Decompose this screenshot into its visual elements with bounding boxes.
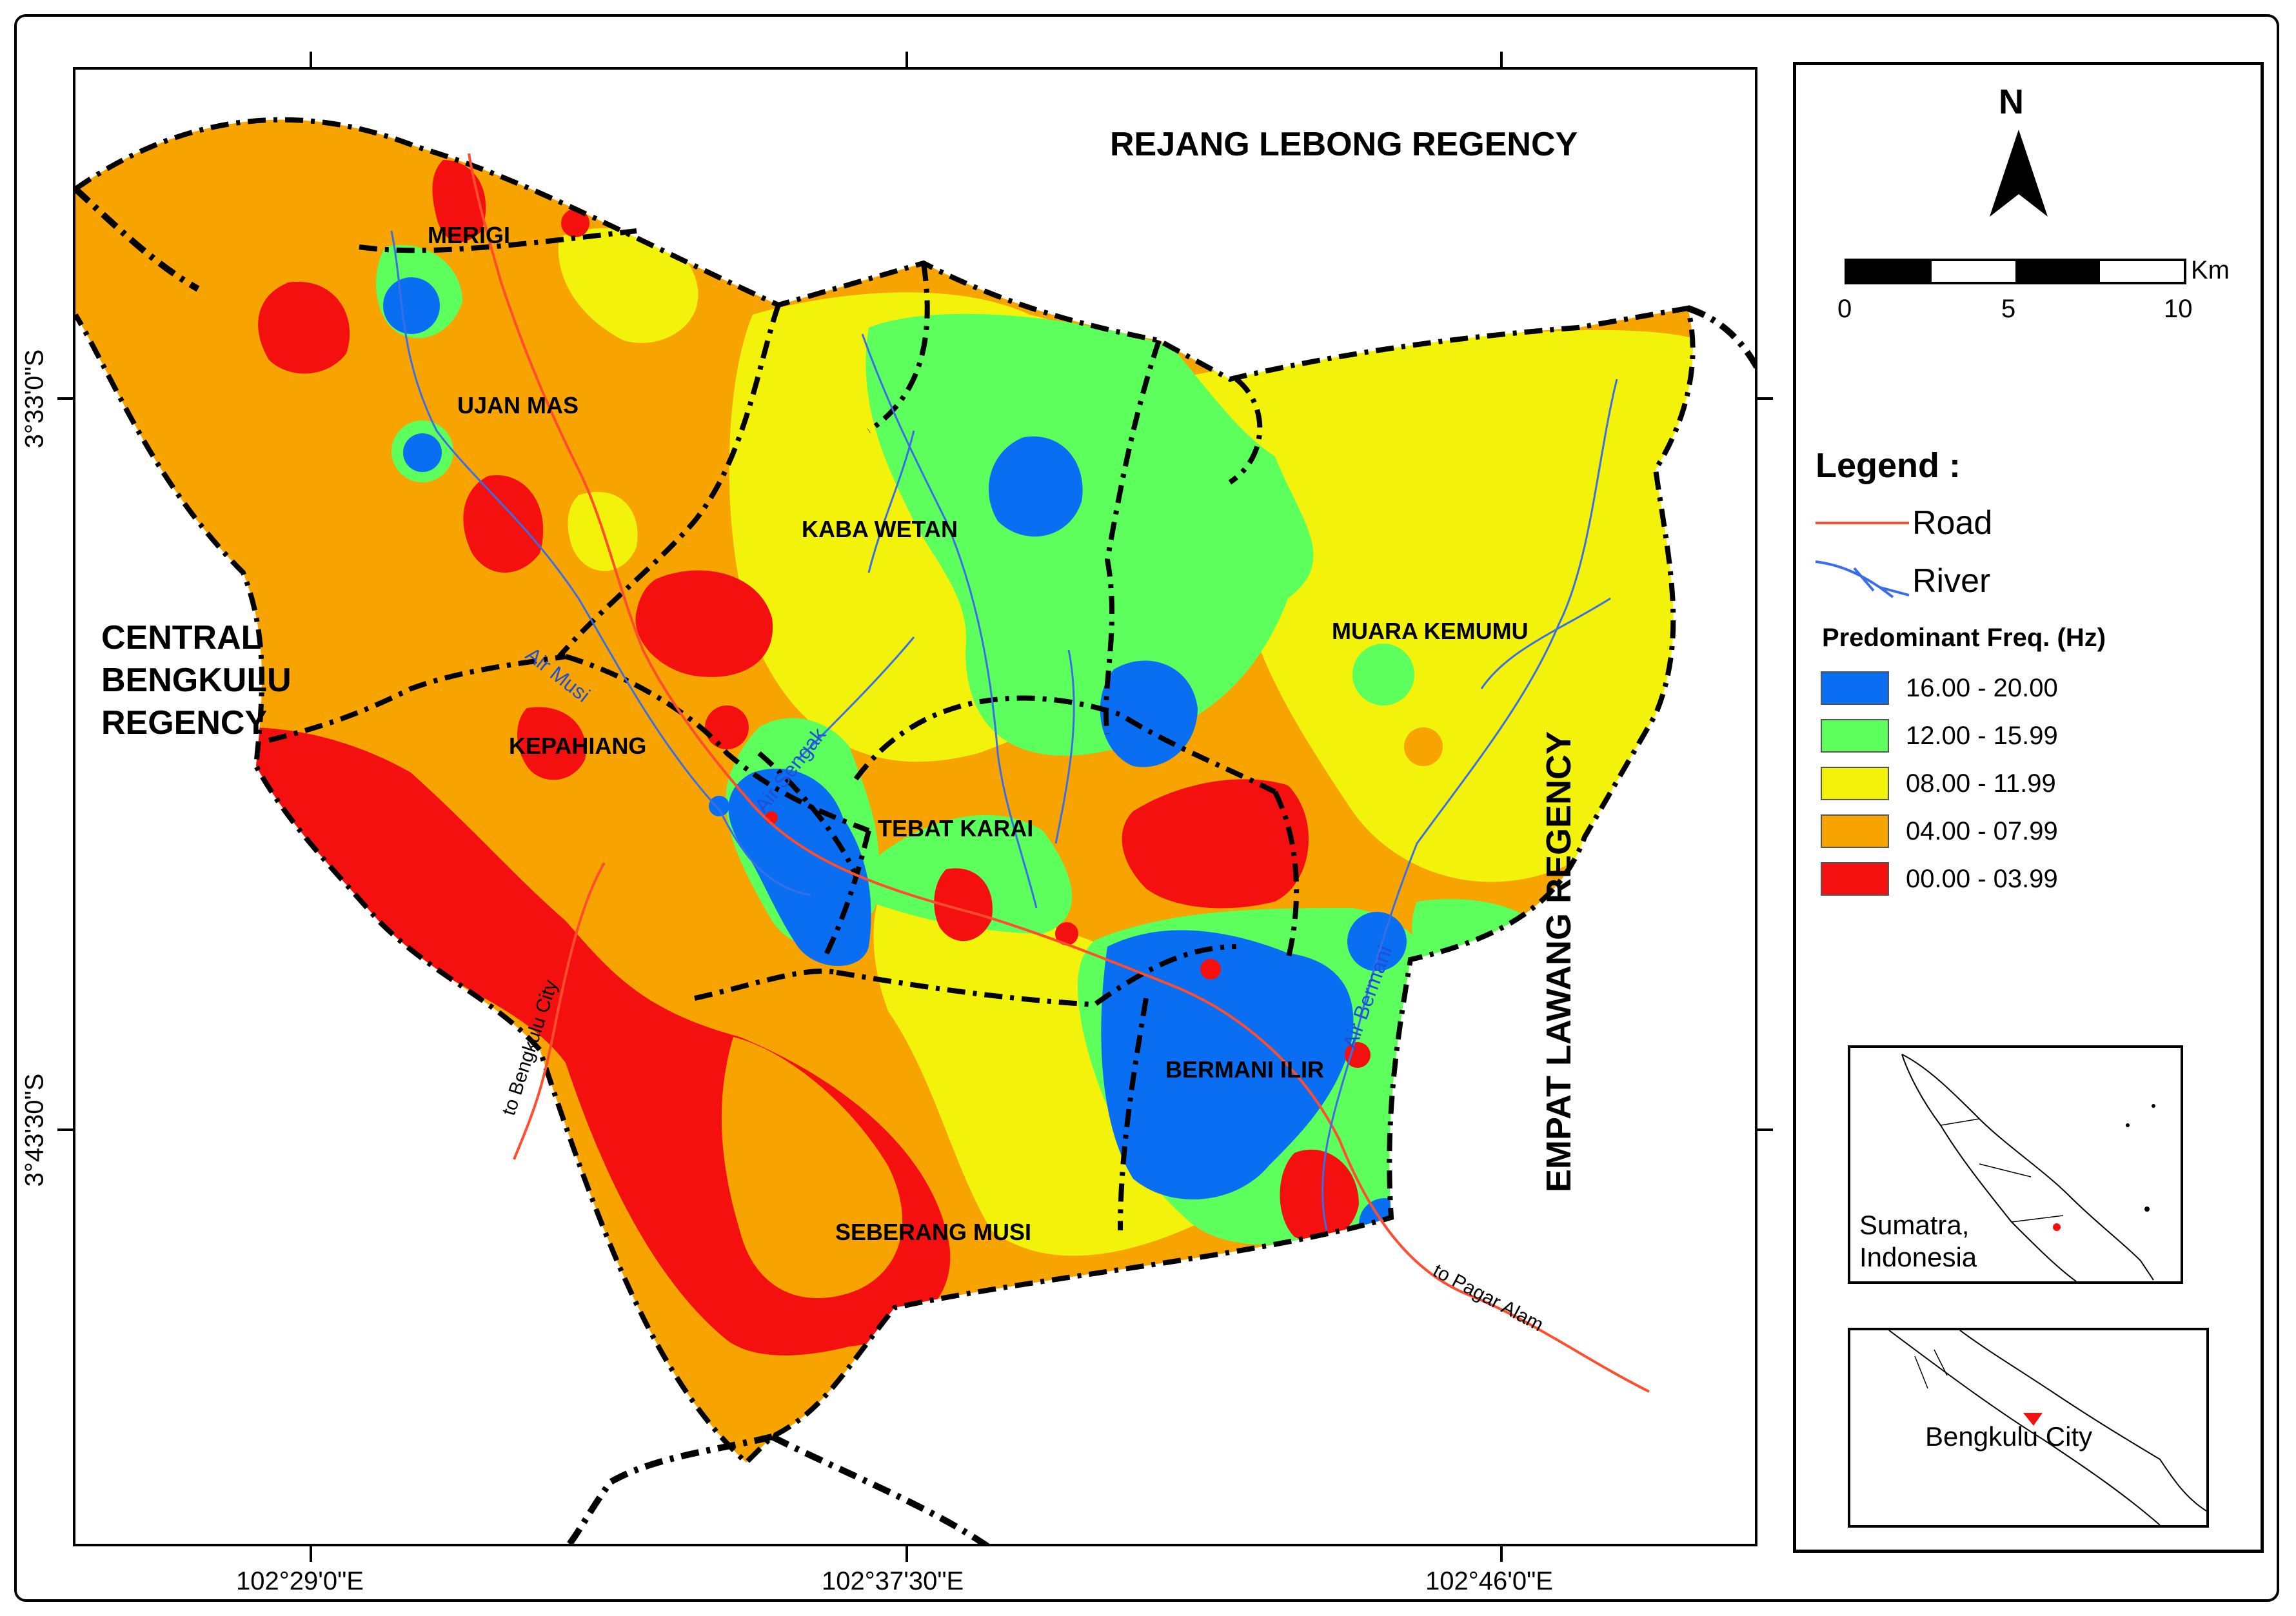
outer-frame [14,14,2279,1602]
freq-swatch-5 [1821,862,1889,896]
freq-label-4: 04.00 - 07.99 [1906,817,2058,845]
scale-seg-3 [2015,261,2100,282]
tick-bottom-2 [906,1546,908,1562]
lon-label-3: 102°46'0"E [1425,1567,1553,1595]
sumatra-outline [1901,1054,2155,1281]
north-arrow-icon [1990,130,2048,217]
inset-sumatra-label: Sumatra, Indonesia [1859,1209,1977,1274]
freq-swatch-1 [1821,671,1889,705]
district-label-merigi: MERIGI [428,222,511,248]
inset-sumatra-label-line1: Sumatra, [1859,1210,1970,1240]
tick-top-3 [1500,52,1503,67]
inset-bengkulu-label: Bengkulu City [1925,1421,2093,1452]
tick-left-2 [57,1128,73,1131]
district-label-bermani-ilir: BERMANI ILIR [1165,1056,1324,1083]
district-label-kaba-wetan: KABA WETAN [802,516,958,542]
tick-right-1 [1757,397,1773,400]
scale-unit: Km [2191,256,2230,284]
district-boundaries [75,117,1696,1466]
district-label-seberang-musi: SEBERANG MUSI [835,1219,1032,1245]
north-label: N [1999,83,2024,121]
regency-label-east: EMPAT LAWANG REGENCY [1539,731,1578,1192]
regency-label-west-line3: REGENCY [101,704,268,742]
rivers [390,230,1618,1231]
map-frame[interactable]: REJANG LEBONG REGENCY CENTRAL BENGKULU R… [73,67,1757,1546]
freq-label-2: 12.00 - 15.99 [1906,722,2058,750]
tick-right-2 [1757,1128,1773,1131]
inset-sumatra: Sumatra, Indonesia [1848,1045,2183,1284]
inset-bengkulu: Bengkulu City [1848,1328,2209,1528]
regency-label-west: CENTRAL BENGKULU REGENCY [101,616,292,744]
tick-left-1 [57,397,73,400]
legend-river-label: River [1912,562,1991,600]
lon-label-1: 102°29'0"E [236,1567,364,1595]
scale-seg-1 [1847,261,1932,282]
freq-label-3: 08.00 - 11.99 [1906,769,2056,798]
scale-tick-0: 0 [1837,295,1852,323]
district-label-ujan-mas: UJAN MAS [457,392,579,419]
legend-road-label: Road [1912,504,1993,542]
regency-label-west-line1: CENTRAL [101,619,262,656]
scale-tick-10: 10 [2164,295,2193,323]
scale-seg-4 [2099,261,2184,282]
map-canvas[interactable] [75,70,1757,1546]
regency-label-west-line2: BENGKULU [101,662,292,699]
frequency-surface [75,119,1693,1463]
lon-label-2: 102°37'30"E [822,1567,964,1595]
tick-bottom-1 [310,1546,312,1562]
freq-swatch-4 [1821,814,1889,848]
freq-label-1: 16.00 - 20.00 [1906,674,2058,702]
bengkulu-outline [1888,1330,2206,1525]
river-legend-icon [1816,560,1910,598]
scale-bar [1845,259,2186,284]
legend-title: Legend : [1816,446,1961,485]
regency-label-north: REJANG LEBONG REGENCY [1110,126,1578,163]
road-legend-icon [1816,522,1909,524]
tick-bottom-3 [1500,1546,1503,1562]
tick-top-2 [906,52,908,67]
scale-seg-2 [1931,261,2015,282]
district-label-kepahiang: KEPAHIANG [509,733,647,759]
freq-swatch-3 [1821,767,1889,800]
freq-title: Predominant Freq. (Hz) [1822,624,2106,652]
lat-label-2: 3°43'30"S [20,1073,49,1187]
roads [468,153,1650,1393]
lat-label-1: 3°33'0"S [20,349,49,449]
tick-top-1 [310,52,312,67]
scale-tick-5: 5 [2001,295,2016,323]
regency-boundaries [75,186,1755,1544]
district-label-muara-kemumu: MUARA KEMUMU [1332,618,1529,644]
legend-panel: N Km 0 5 10 Legend : Road River Predomin… [1793,62,2264,1553]
district-label-tebat-karai: TEBAT KARAI [878,815,1034,842]
freq-label-5: 00.00 - 03.99 [1906,865,2058,893]
freq-swatch-2 [1821,719,1889,753]
inset-sumatra-label-line2: Indonesia [1859,1242,1977,1272]
